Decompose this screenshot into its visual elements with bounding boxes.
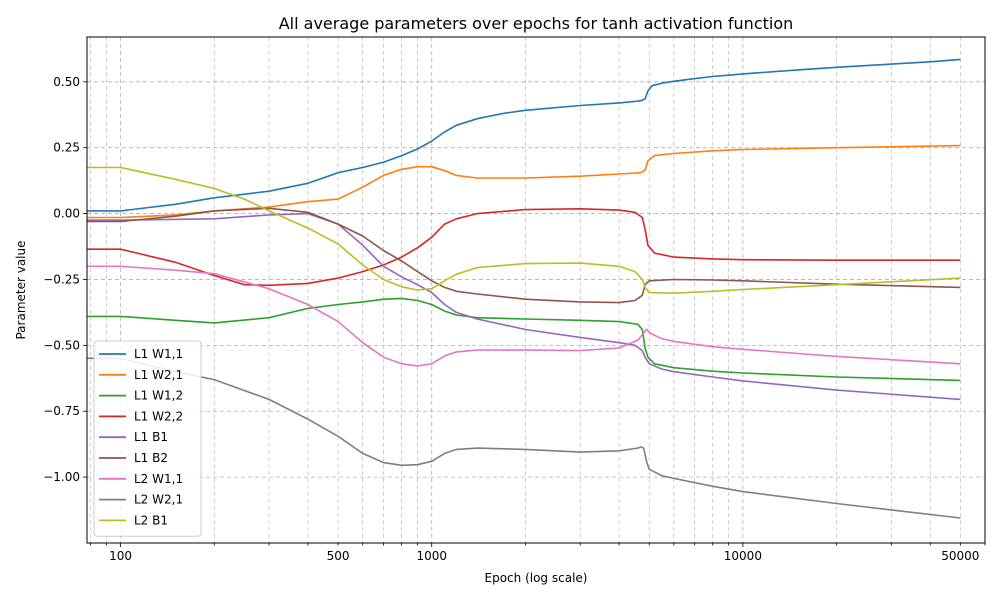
series-line-4 (87, 208, 961, 287)
x-tick-label: 100 (109, 549, 132, 563)
legend-label: L1 W1,1 (134, 347, 183, 361)
y-axis-title: Parameter value (14, 240, 28, 339)
grid-lines (87, 37, 986, 543)
legend-label: L2 B1 (134, 513, 168, 527)
y-tick-label: 0.50 (53, 75, 80, 89)
legend: L1 W1,1 L1 W2,1 L1 W1,2 L1 W2,2 L1 B1 L1 B2 L2… (93, 340, 202, 537)
y-tick-label: 0.00 (53, 207, 80, 221)
series-line-9 (87, 166, 961, 294)
y-axis-ticks: 0.50 0.25 0.00 −0.25 −0.50 −0.75 −1.00 (43, 75, 87, 484)
x-tick-label: 10000 (724, 549, 762, 563)
x-axis-ticks: 100 500 1000 10000 50000 (90, 543, 986, 563)
x-axis-title: Epoch (log scale) (485, 571, 588, 585)
series-line-2 (87, 144, 961, 219)
series-line-1 (87, 58, 961, 212)
y-tick-label: −0.50 (43, 338, 80, 352)
legend-label: L1 B2 (134, 451, 168, 465)
y-tick-label: −0.25 (43, 272, 80, 286)
series-line-7 (87, 265, 961, 367)
legend-label: L1 W1,2 (134, 389, 183, 403)
legend-box (93, 340, 202, 537)
x-tick-label: 50000 (941, 549, 979, 563)
y-tick-label: −1.00 (43, 470, 80, 484)
series-line-5 (87, 212, 961, 401)
legend-label: L2 W1,1 (134, 472, 183, 486)
legend-label: L2 W2,1 (134, 493, 183, 507)
x-tick-label: 500 (327, 549, 350, 563)
series-layer (87, 58, 961, 519)
y-tick-label: 0.25 (53, 141, 80, 155)
y-tick-label: −0.75 (43, 404, 80, 418)
legend-label: L1 W2,2 (134, 409, 183, 423)
x-tick-label: 1000 (416, 549, 447, 563)
plot-frame (86, 36, 986, 544)
series-line-6 (87, 207, 961, 304)
chart-title: All average parameters over epochs for t… (279, 14, 794, 33)
legend-label: L1 B1 (134, 430, 168, 444)
series-line-8 (87, 357, 961, 519)
legend-label: L1 W2,1 (134, 368, 183, 382)
series-line-3 (87, 297, 961, 382)
